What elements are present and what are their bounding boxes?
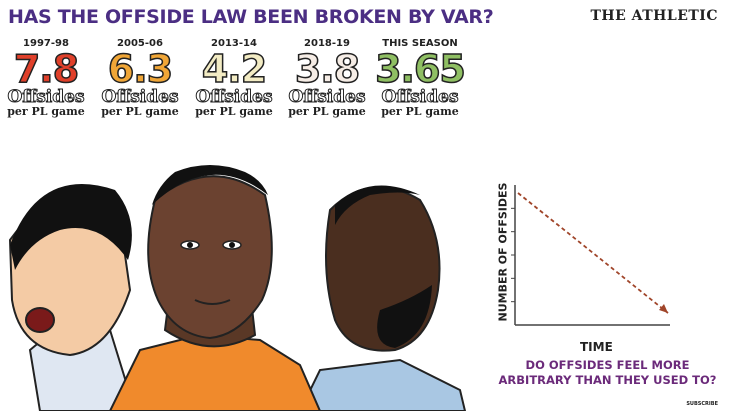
question-text: DO OFFSIDES FEEL MORE ARBITRARY THAN THE… xyxy=(498,358,717,387)
x-axis-label: TIME xyxy=(580,340,613,354)
subscribe-label: SUBSCRIBE xyxy=(686,401,718,407)
stat-unit: Offsides xyxy=(195,87,273,107)
stat-this-season: THIS SEASON 3.65 Offsides per PL game xyxy=(370,38,470,118)
trend-arrowhead xyxy=(659,304,668,313)
stat-1997-98: 1997-98 7.8 Offsides per PL game xyxy=(0,38,92,118)
page-title: HAS THE OFFSIDE LAW BEEN BROKEN BY VAR? xyxy=(8,6,494,28)
stat-value: 7.8 xyxy=(13,47,80,91)
stat-value: 6.3 xyxy=(107,47,174,91)
stat-period: 2013-14 xyxy=(211,38,257,49)
stat-per: per PL game xyxy=(288,105,366,118)
stat-unit: Offsides xyxy=(7,87,85,107)
stat-unit: Offsides xyxy=(288,87,366,107)
stat-unit: Offsides xyxy=(381,87,459,107)
center-player-illustration xyxy=(108,165,322,411)
stat-per: per PL game xyxy=(101,105,179,118)
stat-value: 3.8 xyxy=(294,47,361,91)
stat-2018-19: 2018-19 3.8 Offsides per PL game xyxy=(281,38,373,118)
stat-unit: Offsides xyxy=(101,87,179,107)
stat-2005-06: 2005-06 6.3 Offsides per PL game xyxy=(94,38,186,118)
stat-value: 4.2 xyxy=(201,47,268,91)
stat-period: 2018-19 xyxy=(304,38,350,49)
brand-logo: THE ATHLETIC xyxy=(590,8,718,24)
stat-period: 2005-06 xyxy=(117,38,163,49)
stat-period: 1997-98 xyxy=(23,38,69,49)
stat-2013-14: 2013-14 4.2 Offsides per PL game xyxy=(188,38,280,118)
stat-per: per PL game xyxy=(381,105,459,118)
stat-per: per PL game xyxy=(195,105,273,118)
left-player-illustration xyxy=(8,184,137,411)
stat-period: THIS SEASON xyxy=(382,38,458,49)
stats-row: 1997-98 7.8 Offsides per PL game 2005-06… xyxy=(0,38,470,128)
trend-line xyxy=(517,192,669,314)
offsides-trend-chart xyxy=(511,185,670,326)
player-illustrations xyxy=(8,165,467,411)
stat-value: 3.65 xyxy=(374,47,466,91)
right-player-illustration xyxy=(298,185,467,411)
stat-per: per PL game xyxy=(7,105,85,118)
